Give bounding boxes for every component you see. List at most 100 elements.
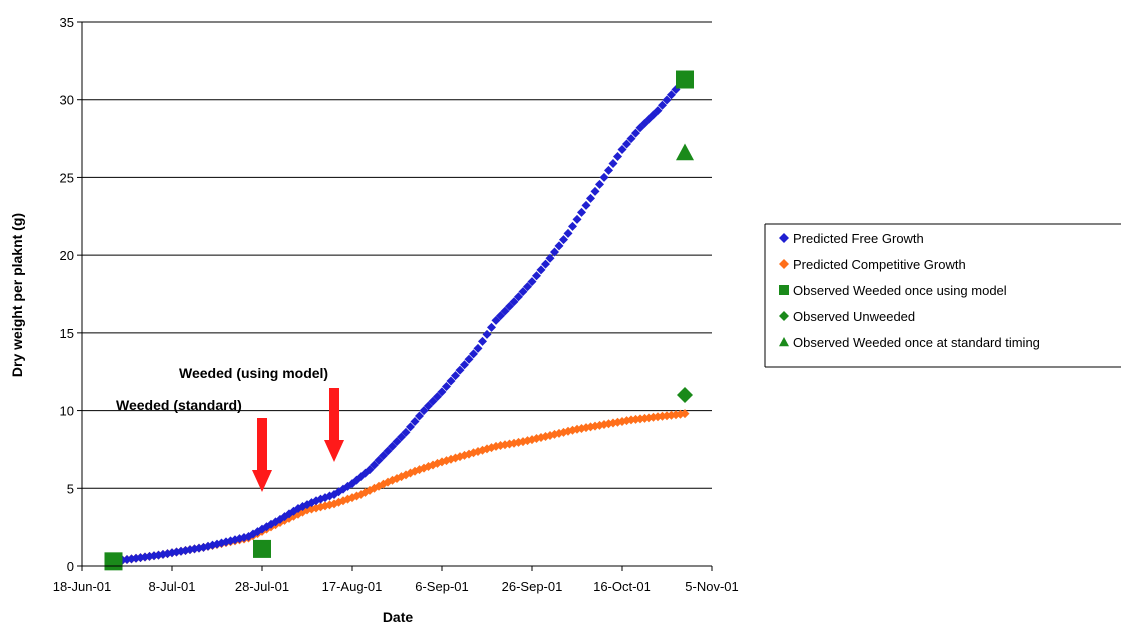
annotations: Weeded (using model) Weeded (standard) (116, 365, 344, 492)
legend-label: Predicted Free Growth (793, 231, 924, 246)
x-tick-label: 26-Sep-01 (502, 579, 563, 594)
x-tick-label: 5-Nov-01 (685, 579, 738, 594)
data-point (536, 265, 546, 275)
data-point (442, 381, 451, 391)
data-point (473, 343, 483, 353)
data-point (676, 70, 694, 89)
annotation-weeded-standard: Weeded (standard) (116, 397, 242, 413)
data-point (658, 100, 667, 110)
data-point (500, 306, 510, 316)
data-point (374, 455, 384, 465)
data-point (379, 451, 388, 461)
data-point (451, 371, 460, 381)
y-tick-label: 25 (60, 170, 74, 185)
data-point (572, 214, 582, 224)
data-point (518, 287, 528, 297)
series-observed-weeded-model (104, 70, 694, 571)
data-point (577, 207, 586, 217)
data-point (554, 241, 564, 251)
y-tick-label: 10 (60, 404, 74, 419)
data-point (595, 179, 604, 189)
data-point (631, 128, 640, 138)
legend-marker (779, 285, 789, 295)
data-point (581, 200, 591, 210)
data-point (527, 277, 537, 287)
data-point (397, 432, 406, 442)
annotation-arrow (324, 388, 344, 462)
data-point (410, 416, 420, 426)
data-point (604, 165, 613, 175)
data-point (446, 376, 456, 386)
y-tick-label: 35 (60, 15, 74, 30)
legend-item: Predicted Competitive Growth (779, 257, 966, 272)
data-point (253, 539, 271, 558)
legend: Predicted Free Growth Predicted Competiti… (764, 223, 1121, 368)
legend-item: Observed Unweeded (779, 309, 915, 324)
data-point (491, 315, 501, 325)
y-tick-label: 30 (60, 93, 74, 108)
data-point (680, 409, 690, 419)
data-point (104, 552, 123, 571)
data-point (590, 186, 600, 196)
series-predicted-free-growth (109, 79, 685, 566)
data-point (388, 441, 397, 451)
data-point (487, 322, 496, 332)
data-point (401, 427, 411, 437)
data-point (482, 329, 492, 339)
series-observed-weeded-standard (676, 143, 694, 161)
data-point (613, 151, 622, 161)
x-tick-label: 8-Jul-01 (149, 579, 196, 594)
legend-marker (779, 233, 789, 243)
data-point (509, 297, 519, 307)
data-point (677, 387, 693, 404)
legend-label: Observed Unweeded (793, 309, 915, 324)
legend-marker (779, 259, 789, 269)
data-point (428, 396, 438, 406)
legend-label: Observed Weeded once at standard timing (793, 335, 1040, 350)
annotation-arrow (252, 418, 272, 492)
series-predicted-competitive-growth (109, 409, 690, 566)
data-point (608, 158, 618, 168)
data-point (662, 95, 672, 105)
data-point (392, 437, 402, 447)
data-point (667, 90, 676, 100)
data-point (676, 143, 694, 161)
data-point (433, 392, 442, 402)
legend-item: Observed Weeded once using model (779, 283, 1007, 298)
data-point (622, 139, 631, 149)
data-point (626, 134, 636, 144)
data-point (370, 460, 379, 470)
y-tick-label: 5 (67, 481, 74, 496)
x-tick-label: 17-Aug-01 (322, 579, 383, 594)
data-point (563, 228, 573, 238)
gridlines (82, 21, 712, 489)
x-tick-label: 6-Sep-01 (415, 579, 468, 594)
legend-item: Predicted Free Growth (779, 231, 924, 246)
legend-item: Observed Weeded once at standard timing (779, 335, 1040, 350)
legend-label: Observed Weeded once using model (793, 283, 1007, 298)
annotation-weeded-model: Weeded (using model) (179, 365, 328, 381)
legend-label: Predicted Competitive Growth (793, 257, 966, 272)
data-point (514, 292, 523, 302)
data-point (437, 387, 447, 397)
data-point (532, 271, 541, 281)
data-point (550, 247, 559, 257)
data-point (464, 354, 474, 364)
legend-marker (779, 337, 789, 347)
data-point (415, 411, 424, 421)
data-point (559, 235, 568, 245)
data-point (523, 282, 532, 292)
data-point (505, 301, 514, 311)
data-point (496, 311, 505, 321)
data-point (455, 365, 465, 375)
data-point (617, 144, 627, 154)
data-point (284, 509, 294, 519)
y-tick-label: 0 (67, 559, 74, 574)
data-point (599, 172, 609, 182)
data-point (568, 221, 577, 231)
x-axis-title: Date (383, 609, 414, 625)
series-layer (104, 70, 694, 571)
axes: 0 5 10 15 20 25 30 35 18-Jun-01 8-Jul-01 28-Jul-01… (53, 15, 739, 594)
x-tick-label: 16-Oct-01 (593, 579, 651, 594)
